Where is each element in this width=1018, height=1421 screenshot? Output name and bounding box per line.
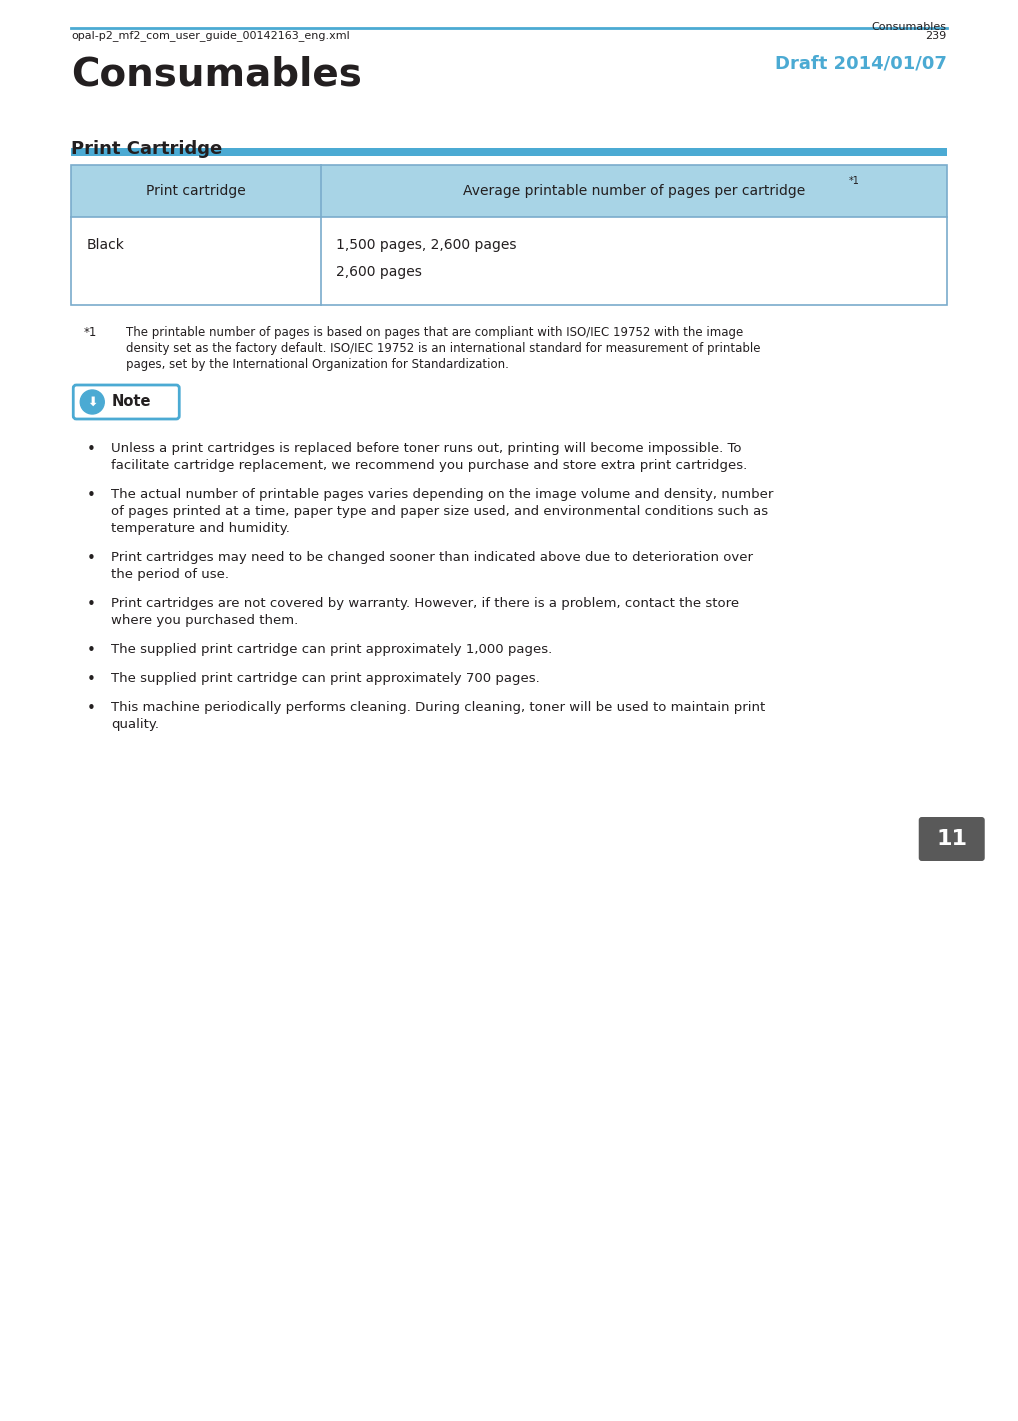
Text: •: • <box>87 701 96 716</box>
Text: the period of use.: the period of use. <box>111 568 229 581</box>
Bar <box>71 165 947 217</box>
Text: •: • <box>87 487 96 503</box>
Text: Black: Black <box>87 237 124 252</box>
Circle shape <box>80 389 104 414</box>
Text: *1: *1 <box>83 325 97 340</box>
Text: •: • <box>87 551 96 566</box>
Text: 1,500 pages, 2,600 pages: 1,500 pages, 2,600 pages <box>336 237 516 252</box>
Bar <box>71 217 947 306</box>
Text: density set as the factory default. ISO/IEC 19752 is an international standard f: density set as the factory default. ISO/… <box>126 342 760 355</box>
Text: Unless a print cartridges is replaced before toner runs out, printing will becom: Unless a print cartridges is replaced be… <box>111 442 742 455</box>
FancyBboxPatch shape <box>73 385 179 419</box>
Text: This machine periodically performs cleaning. During cleaning, toner will be used: This machine periodically performs clean… <box>111 701 766 713</box>
Text: *1: *1 <box>848 176 859 186</box>
Text: opal-p2_mf2_com_user_guide_00142163_eng.xml: opal-p2_mf2_com_user_guide_00142163_eng.… <box>71 30 350 41</box>
Text: 2,600 pages: 2,600 pages <box>336 264 421 279</box>
FancyBboxPatch shape <box>918 817 984 861</box>
Text: ⬇: ⬇ <box>87 395 98 408</box>
Text: Print cartridges may need to be changed sooner than indicated above due to deter: Print cartridges may need to be changed … <box>111 551 753 564</box>
Text: quality.: quality. <box>111 718 159 730</box>
Text: The actual number of printable pages varies depending on the image volume and de: The actual number of printable pages var… <box>111 487 774 502</box>
Text: Print Cartridge: Print Cartridge <box>71 141 223 158</box>
Text: •: • <box>87 597 96 612</box>
Text: where you purchased them.: where you purchased them. <box>111 614 298 627</box>
Text: Draft 2014/01/07: Draft 2014/01/07 <box>775 54 947 72</box>
Text: Consumables: Consumables <box>871 21 947 33</box>
Bar <box>71 148 947 156</box>
Text: The supplied print cartridge can print approximately 700 pages.: The supplied print cartridge can print a… <box>111 672 540 685</box>
Bar <box>71 165 947 306</box>
Text: •: • <box>87 672 96 686</box>
Text: •: • <box>87 442 96 458</box>
Text: The supplied print cartridge can print approximately 1,000 pages.: The supplied print cartridge can print a… <box>111 642 553 657</box>
Text: Note: Note <box>111 395 151 409</box>
Text: temperature and humidity.: temperature and humidity. <box>111 522 290 534</box>
Text: Consumables: Consumables <box>71 55 362 92</box>
Text: Print cartridges are not covered by warranty. However, if there is a problem, co: Print cartridges are not covered by warr… <box>111 597 739 610</box>
Text: The printable number of pages is based on pages that are compliant with ISO/IEC : The printable number of pages is based o… <box>126 325 743 340</box>
Text: pages, set by the International Organization for Standardization.: pages, set by the International Organiza… <box>126 358 509 371</box>
Text: Print cartridge: Print cartridge <box>147 183 246 198</box>
Text: of pages printed at a time, paper type and paper size used, and environmental co: of pages printed at a time, paper type a… <box>111 504 769 519</box>
Text: 11: 11 <box>937 828 967 848</box>
Text: •: • <box>87 642 96 658</box>
Text: facilitate cartridge replacement, we recommend you purchase and store extra prin: facilitate cartridge replacement, we rec… <box>111 459 747 472</box>
Text: 239: 239 <box>925 31 947 41</box>
Text: Average printable number of pages per cartridge: Average printable number of pages per ca… <box>462 183 805 198</box>
